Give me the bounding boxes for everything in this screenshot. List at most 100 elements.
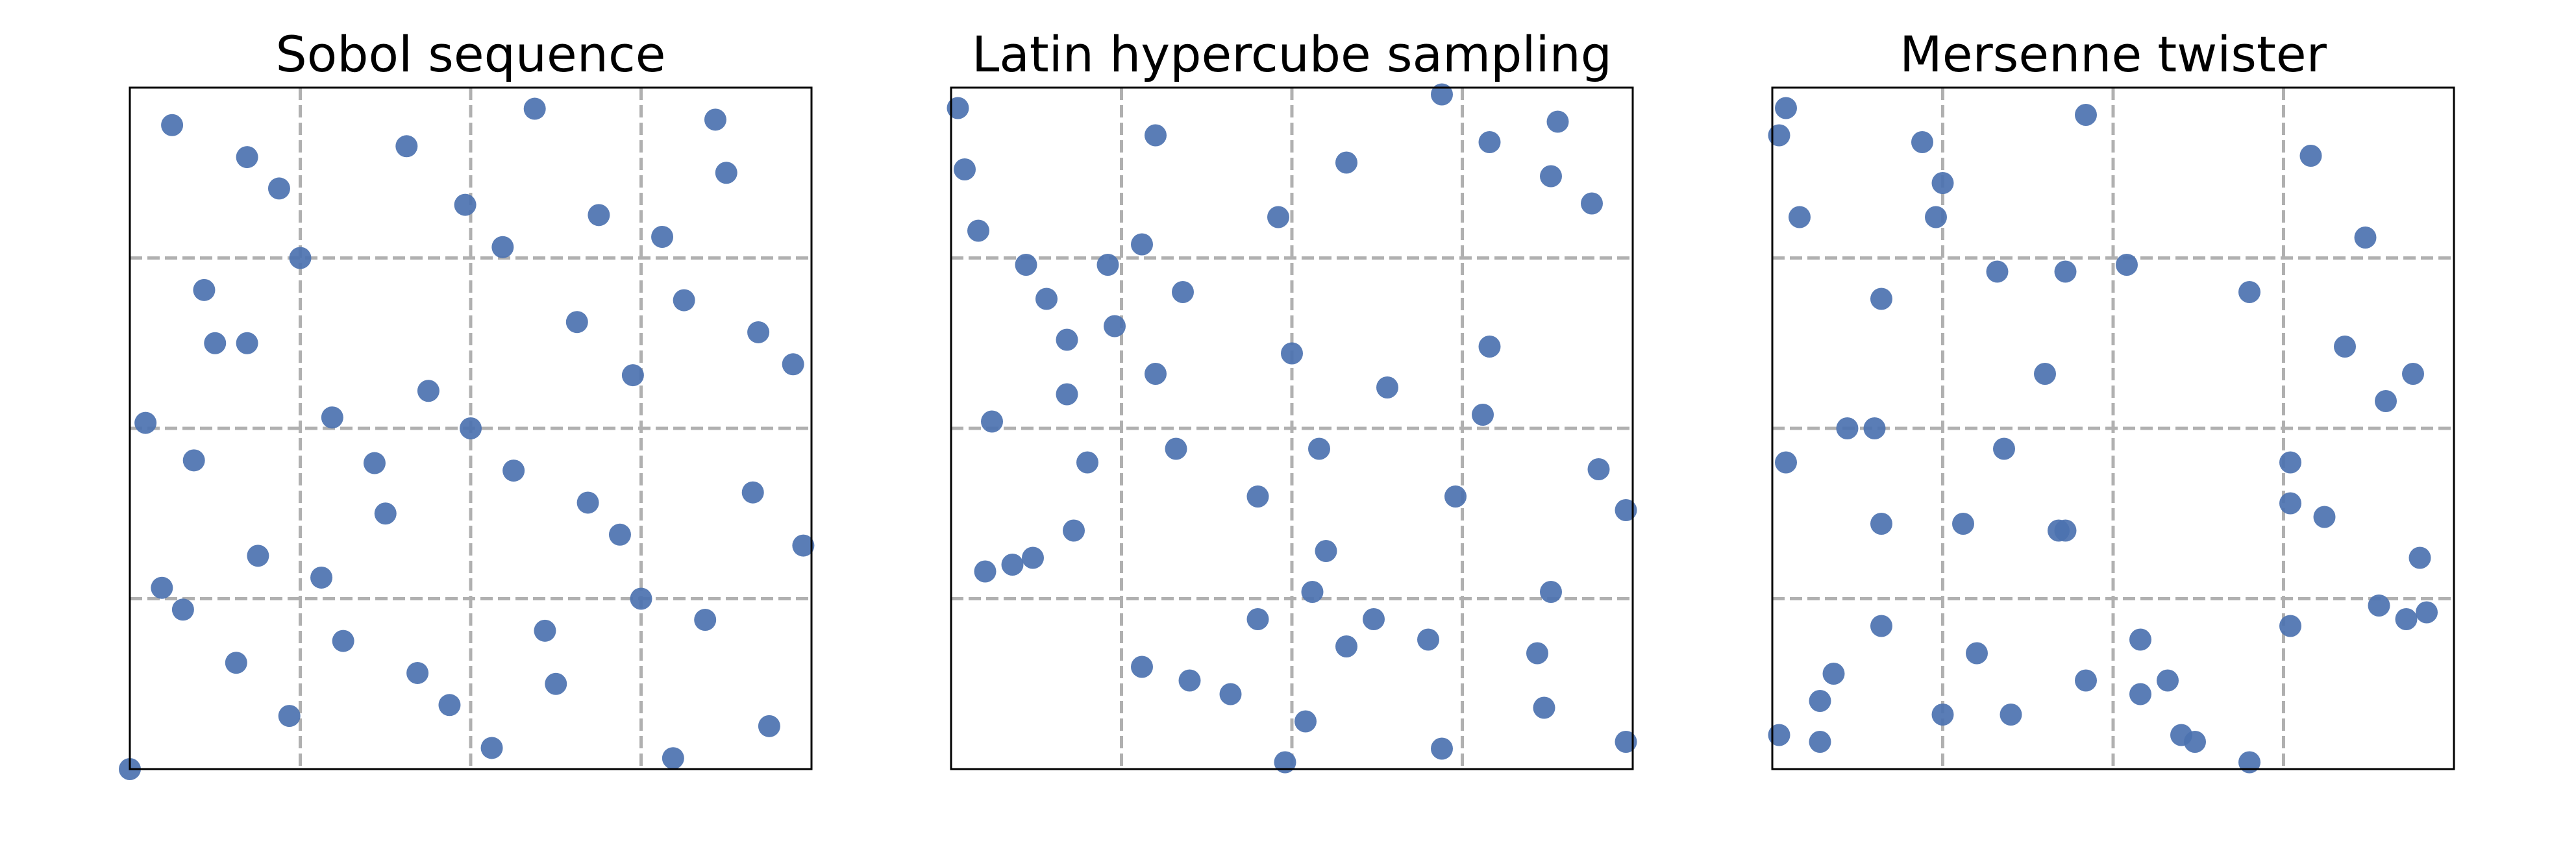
scatter-point <box>1301 581 1324 603</box>
scatter-point <box>1246 485 1269 508</box>
scatter-point <box>247 545 269 567</box>
points <box>1768 97 2438 774</box>
scatter-point <box>1870 513 1892 535</box>
scatter-point <box>161 114 184 136</box>
scatter-point <box>2129 683 2151 705</box>
scatter-point <box>1431 737 1453 760</box>
scatter-point <box>1219 683 1242 705</box>
scatter-point <box>1165 437 1187 460</box>
scatter-point <box>204 332 227 354</box>
scatter-point <box>1546 110 1569 133</box>
scatter-point <box>225 652 247 674</box>
scatter-point <box>1993 437 2015 460</box>
scatter-point <box>1063 519 1085 542</box>
scatter-point <box>1836 417 1859 439</box>
scatter-point <box>1768 724 1790 746</box>
scatter-point <box>1986 260 2009 283</box>
scatter-point <box>2075 669 2097 692</box>
scatter-point <box>1131 656 1153 678</box>
scatter-point <box>2375 390 2397 412</box>
scatter-point <box>1056 383 1078 406</box>
scatter-point <box>1870 288 1892 310</box>
scatter-point <box>2279 492 2301 515</box>
scatter-point <box>236 146 258 169</box>
scatter-point <box>2368 594 2390 617</box>
scatter-point <box>1444 485 1467 508</box>
scatter-point <box>2416 601 2438 624</box>
scatter-point <box>981 410 1003 433</box>
scatter-point <box>782 353 804 376</box>
scatter-point <box>1076 451 1098 474</box>
grid <box>951 88 1633 769</box>
scatter-point <box>1789 206 1811 228</box>
scatter-point <box>2313 506 2336 528</box>
axes-frame <box>1771 86 2455 770</box>
scatter-point <box>741 481 764 504</box>
scatter-point <box>747 321 770 343</box>
scatter-point <box>1001 554 1024 576</box>
scatter-point <box>1131 233 1153 256</box>
scatter-point <box>454 193 477 216</box>
scatter-point <box>2238 751 2260 774</box>
scatter-point <box>576 491 599 514</box>
scatter-point <box>1274 751 1296 774</box>
scatter-point <box>704 108 726 131</box>
scatter-point <box>332 630 354 652</box>
scatter-point <box>1145 363 1167 385</box>
panel-title: Sobol sequence <box>276 25 666 83</box>
panel-sobol: Sobol sequence <box>119 25 815 780</box>
scatter-point <box>182 449 205 472</box>
scatter-point <box>321 406 343 429</box>
scatter-point <box>2054 519 2077 542</box>
axes-frame <box>950 86 1634 770</box>
scatter-point <box>1267 206 1289 228</box>
scatter-point <box>1870 615 1892 637</box>
scatter-point <box>1246 608 1269 630</box>
scatter-point <box>1417 628 1439 651</box>
scatter-point <box>1172 281 1194 303</box>
scatter-point <box>1478 131 1501 153</box>
scatter-point <box>193 278 216 301</box>
scatter-point <box>608 523 631 546</box>
scatter-point <box>1931 172 1954 194</box>
scatter-point <box>792 534 815 557</box>
scatter-point <box>1587 458 1610 480</box>
scatter-point <box>1472 404 1494 426</box>
scatter-point <box>565 311 588 334</box>
scatter-point <box>1015 254 1037 276</box>
panel-mersenne-twister: Mersenne twister <box>1768 25 2455 774</box>
scatter-point <box>1104 315 1126 337</box>
scatter-point <box>2054 260 2077 283</box>
panel-title: Mersenne twister <box>1900 25 2327 83</box>
scatter-point <box>2334 336 2356 358</box>
scatter-point <box>1581 192 1603 215</box>
scatter-point <box>545 672 567 695</box>
scatter-point <box>694 609 717 631</box>
scatter-point <box>1615 499 1637 521</box>
scatter-point <box>2402 363 2424 385</box>
scatter-point <box>2075 104 2097 126</box>
scatter-point <box>236 332 258 354</box>
scatter-point <box>1281 342 1303 365</box>
scatter-point <box>1809 690 1831 712</box>
scatter-point <box>2129 628 2151 651</box>
scatter-point <box>1911 131 1933 153</box>
panel-title: Latin hypercube sampling <box>972 25 1612 83</box>
scatter-point <box>395 135 418 158</box>
scatter-point <box>2184 731 2206 753</box>
scatter-point <box>1145 124 1167 147</box>
scatter-point <box>2238 281 2260 303</box>
scatter-point <box>2395 608 2418 630</box>
scatter-point <box>1822 663 1845 685</box>
scatter-point <box>406 661 429 684</box>
scatter-point <box>1478 336 1501 358</box>
scatter-point <box>460 417 482 439</box>
grid <box>1772 88 2454 769</box>
scatter-point <box>534 619 556 642</box>
panel-latin-hypercube: Latin hypercube sampling <box>947 25 1637 774</box>
scatter-point <box>1615 731 1637 753</box>
points <box>119 97 815 780</box>
scatter-point <box>363 452 386 474</box>
scatter-point <box>1952 513 1974 535</box>
scatter-point <box>1768 124 1790 147</box>
